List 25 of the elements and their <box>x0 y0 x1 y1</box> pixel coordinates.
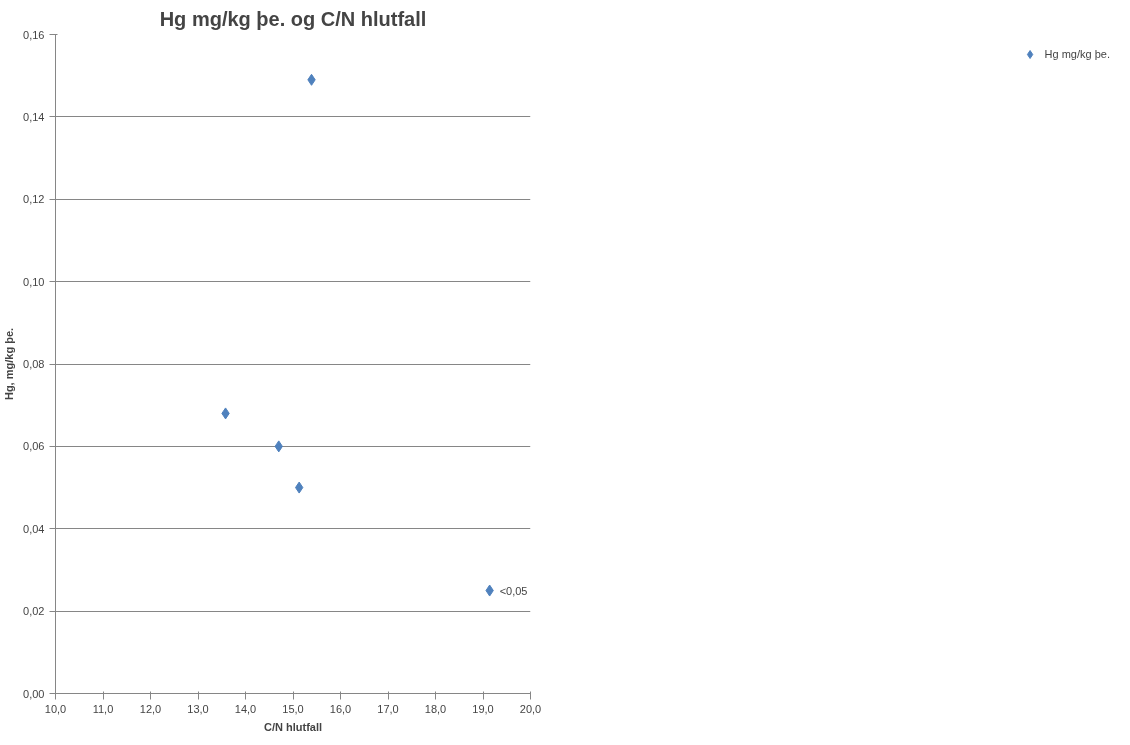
y-tick-label: 0,08 <box>23 358 45 370</box>
x-tick-label: 18,0 <box>424 702 447 715</box>
x-tick-label: 13,0 <box>187 702 209 715</box>
x-tick-label: 20,0 <box>519 702 542 715</box>
y-tick-label: 0,16 <box>23 28 45 41</box>
x-tick-label: 19,0 <box>472 702 494 715</box>
y-tick-label: 0,02 <box>23 605 45 618</box>
x-tick-label: 11,0 <box>92 702 114 715</box>
y-tick-label: 0,14 <box>23 110 45 123</box>
y-tick-label: 0,06 <box>23 440 45 453</box>
x-tick-label: 12,0 <box>139 702 162 715</box>
y-tick-label: 0,00 <box>23 687 45 700</box>
y-axis-title: Hg, mg/kg þe. <box>3 327 16 401</box>
x-tick-label: 15,0 <box>282 702 304 715</box>
legend-label: Hg mg/kg þe. <box>1044 48 1110 60</box>
x-tick-label: 14,0 <box>234 702 257 715</box>
chart-title: Hg mg/kg þe. og C/N hlutfall <box>159 7 427 30</box>
y-tick-label: 0,10 <box>23 275 45 288</box>
y-tick-label: 0,12 <box>23 193 45 206</box>
annotation: <0,05 <box>499 584 528 597</box>
x-tick-label: 16,0 <box>329 702 352 715</box>
y-tick-label: 0,04 <box>23 522 45 535</box>
x-axis-title: C/N hlutfall <box>263 720 323 733</box>
x-tick-label: 10,0 <box>44 702 67 715</box>
x-tick-label: 17,0 <box>377 702 399 715</box>
